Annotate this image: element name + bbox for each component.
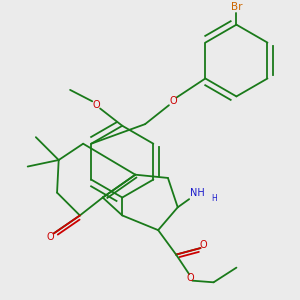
Text: O: O	[200, 241, 208, 250]
Text: O: O	[187, 273, 195, 283]
Text: Br: Br	[231, 2, 242, 12]
Text: NH: NH	[190, 188, 205, 198]
Text: O: O	[47, 232, 54, 242]
Text: O: O	[169, 96, 177, 106]
Text: O: O	[92, 100, 100, 110]
Text: H: H	[212, 194, 218, 203]
